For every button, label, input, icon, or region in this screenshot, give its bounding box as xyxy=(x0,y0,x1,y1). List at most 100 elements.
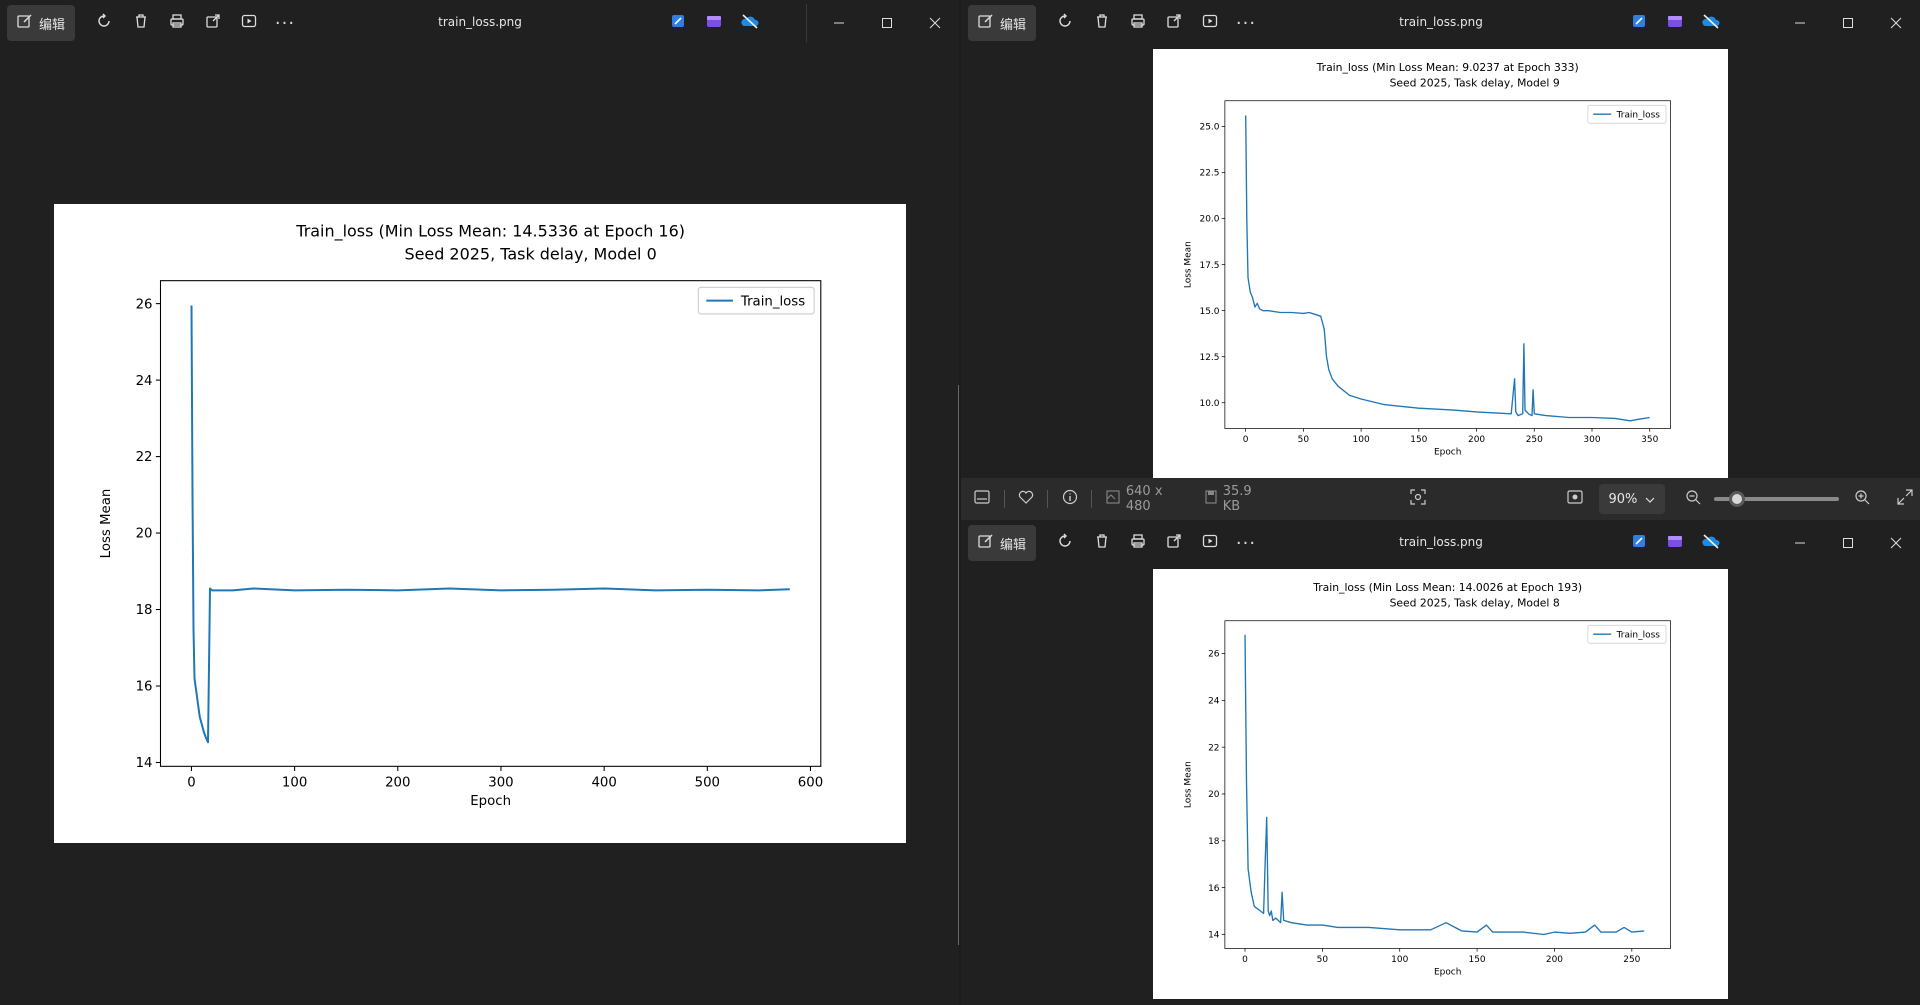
x-tick-label: 300 xyxy=(488,775,513,790)
designer-button[interactable] xyxy=(1621,5,1657,41)
slideshow-button[interactable] xyxy=(1192,525,1228,561)
x-tick-label: 200 xyxy=(385,775,410,790)
minimize-button[interactable] xyxy=(815,5,863,41)
slideshow-button[interactable] xyxy=(1192,5,1228,41)
maximize-button[interactable] xyxy=(1824,5,1872,41)
more-icon: ··· xyxy=(1235,532,1257,554)
x-tick-label: 100 xyxy=(1353,435,1370,445)
print-button[interactable] xyxy=(1120,5,1156,41)
rotate-icon xyxy=(1058,533,1074,553)
edit-icon xyxy=(978,533,994,553)
image-dimensions: 640 x 480 xyxy=(1125,484,1163,514)
zoom-slider[interactable] xyxy=(1714,491,1839,507)
onedrive-button[interactable] xyxy=(1693,5,1729,41)
onedrive-button[interactable] xyxy=(1693,525,1729,561)
favorite-button[interactable] xyxy=(1011,483,1042,515)
separator xyxy=(1047,490,1049,508)
info-button[interactable] xyxy=(1054,483,1085,515)
more-icon: ··· xyxy=(1235,12,1257,34)
app-icons xyxy=(660,0,768,46)
y-axis-label: Loss Mean xyxy=(1184,241,1194,288)
share-button[interactable] xyxy=(1156,5,1192,41)
scroll-indicator[interactable] xyxy=(958,385,959,945)
expand-icon xyxy=(1897,489,1913,509)
edit-icon xyxy=(17,13,33,33)
legend-box xyxy=(697,286,815,315)
zoom-in-icon xyxy=(1854,489,1870,509)
maximize-button[interactable] xyxy=(1824,525,1872,561)
app-icons xyxy=(1621,0,1729,46)
x-tick-label: 500 xyxy=(695,775,720,790)
more-button[interactable]: ··· xyxy=(1228,525,1264,561)
y-tick-label: 22 xyxy=(1208,743,1219,753)
printer-icon xyxy=(1130,13,1146,33)
chart-title: Train_loss (Min Loss Mean: 14.5336 at Ep… xyxy=(295,222,685,242)
designer-button[interactable] xyxy=(1621,525,1657,561)
image-canvas[interactable]: Train_loss (Min Loss Mean: 14.5336 at Ep… xyxy=(54,204,906,843)
minimize-button[interactable] xyxy=(1776,5,1824,41)
x-tick-label: 250 xyxy=(1526,435,1543,445)
delete-button[interactable] xyxy=(123,5,159,41)
zoom-out-icon xyxy=(1685,489,1701,509)
y-tick-label: 16 xyxy=(1208,884,1220,894)
image-canvas[interactable]: Train_loss (Min Loss Mean: 9.0237 at Epo… xyxy=(1153,49,1728,478)
trash-icon xyxy=(1094,533,1110,553)
x-tick-label: 400 xyxy=(591,775,616,790)
x-axis-label: Epoch xyxy=(1434,968,1461,978)
clipchamp-button[interactable] xyxy=(1657,525,1693,561)
share-button[interactable] xyxy=(195,5,231,41)
rotate-button[interactable] xyxy=(1048,5,1084,41)
clipchamp-button[interactable] xyxy=(1657,5,1693,41)
delete-button[interactable] xyxy=(1084,525,1120,561)
more-button[interactable]: ··· xyxy=(267,5,303,41)
delete-button[interactable] xyxy=(1084,5,1120,41)
slideshow-button[interactable] xyxy=(231,5,267,41)
legend-label: Train_loss xyxy=(1616,630,1661,640)
minimize-button[interactable] xyxy=(1776,525,1824,561)
zoom-in-button[interactable] xyxy=(1847,483,1878,515)
window-title: train_loss.png xyxy=(1399,15,1483,29)
close-button[interactable] xyxy=(1872,5,1920,41)
y-tick-label: 20 xyxy=(1208,790,1220,800)
edit-button[interactable]: 编辑 xyxy=(7,5,76,41)
onedrive-off-icon xyxy=(1701,13,1721,33)
y-tick-label: 20 xyxy=(136,527,153,542)
designer-icon xyxy=(1631,13,1647,33)
zoom-value: 90% xyxy=(1608,491,1638,507)
maximize-button[interactable] xyxy=(863,5,911,41)
maximize-icon xyxy=(1842,14,1854,33)
print-button[interactable] xyxy=(159,5,195,41)
rotate-button[interactable] xyxy=(1048,525,1084,561)
filmstrip-button[interactable] xyxy=(967,483,998,515)
print-button[interactable] xyxy=(1120,525,1156,561)
visual-search-button[interactable] xyxy=(1403,483,1434,515)
y-tick-label: 17.5 xyxy=(1200,261,1220,271)
app-icons xyxy=(1621,520,1729,566)
x-tick-label: 150 xyxy=(1469,955,1486,965)
share-button[interactable] xyxy=(1156,525,1192,561)
zoom-out-button[interactable] xyxy=(1677,483,1708,515)
close-icon xyxy=(929,14,941,33)
close-button[interactable] xyxy=(911,5,959,41)
close-button[interactable] xyxy=(1872,525,1920,561)
clipchamp-button[interactable] xyxy=(696,5,732,41)
zoom-dropdown[interactable]: 90% xyxy=(1598,484,1666,514)
image-canvas[interactable]: Train_loss (Min Loss Mean: 14.0026 at Ep… xyxy=(1153,569,1728,999)
close-icon xyxy=(1890,534,1902,553)
y-tick-label: 22.5 xyxy=(1200,169,1220,179)
rotate-button[interactable] xyxy=(87,5,123,41)
fullscreen-button[interactable] xyxy=(1889,483,1920,515)
x-tick-label: 0 xyxy=(187,775,195,790)
y-tick-label: 20.0 xyxy=(1200,215,1220,225)
fit-view-button[interactable] xyxy=(1560,483,1591,515)
designer-button[interactable] xyxy=(660,5,696,41)
edit-button[interactable]: 编辑 xyxy=(968,525,1037,561)
y-tick-label: 10.0 xyxy=(1200,399,1220,409)
x-tick-label: 200 xyxy=(1468,435,1485,445)
onedrive-button[interactable] xyxy=(732,5,768,41)
chart-subtitle: Seed 2025, Task delay, Model 0 xyxy=(404,244,656,263)
edit-button[interactable]: 编辑 xyxy=(968,5,1037,41)
edit-label: 编辑 xyxy=(1000,537,1027,553)
more-button[interactable]: ··· xyxy=(1228,5,1264,41)
zoom-slider-thumb[interactable] xyxy=(1728,491,1745,507)
